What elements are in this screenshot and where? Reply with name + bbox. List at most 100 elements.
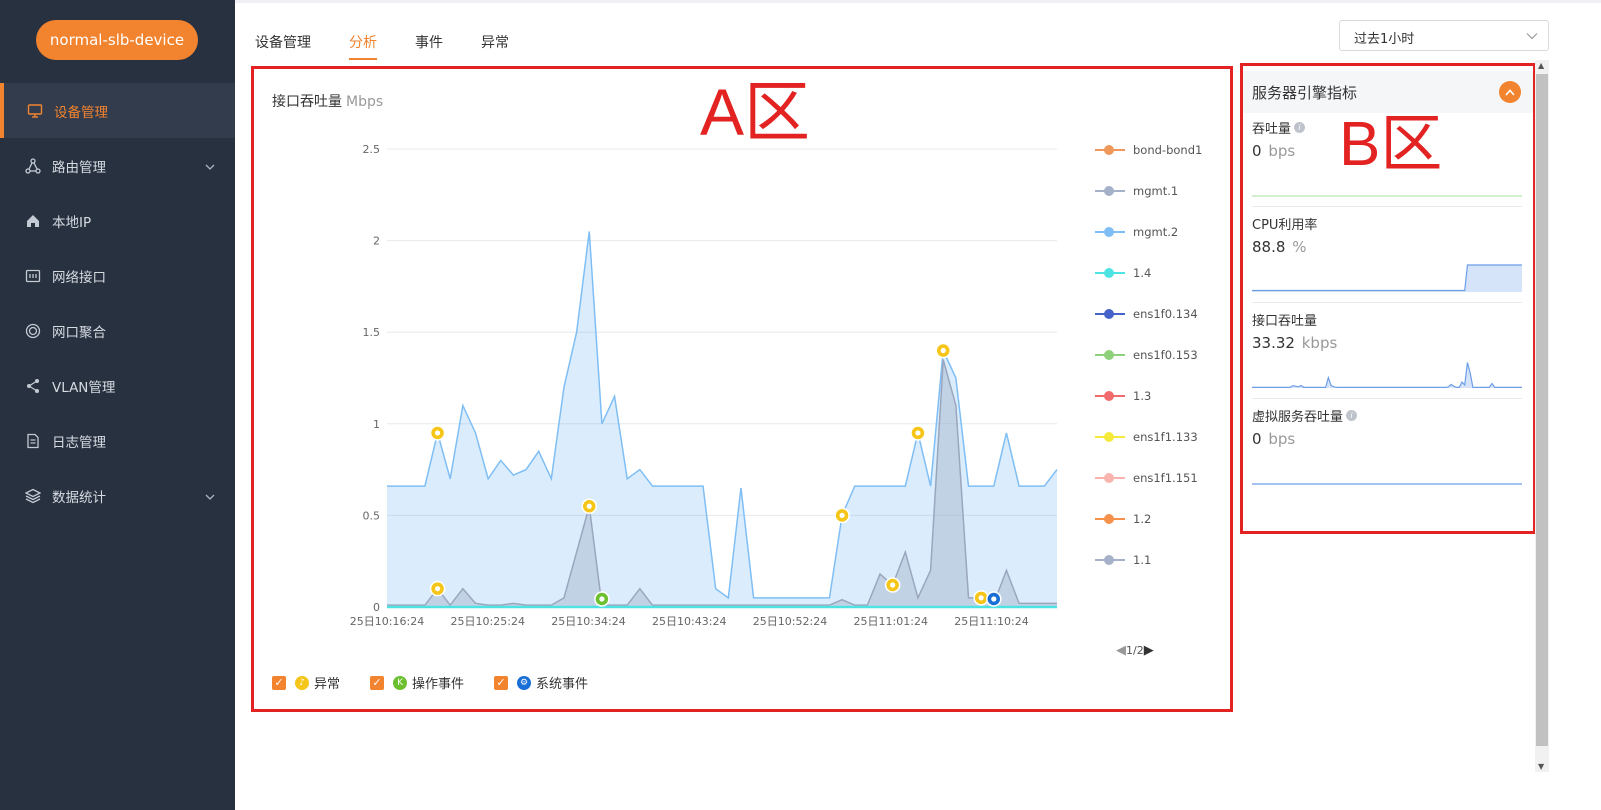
legend-marker-icon [1095,185,1125,196]
sidebar-item-label: 设备管理 [54,104,108,121]
info-icon[interactable]: i [1346,410,1358,421]
legend-marker-icon [1095,267,1125,278]
event-marker-core [915,430,921,436]
anomaly-event-marker [429,425,446,441]
sidebar: normal-slb-device 设备管理 路由管理 本地IP 网络接口 [0,0,235,810]
vertical-scrollbar[interactable]: ▲ ▼ [1535,60,1549,772]
scroll-down-icon[interactable]: ▼ [1538,762,1545,771]
metric-unit: kbps [1301,334,1338,352]
legend-marker-icon [1095,514,1125,525]
anomaly-event-marker [935,342,951,359]
sidebar-item-label: 本地IP [52,214,92,231]
tab-anomalies[interactable]: 异常 [481,35,509,51]
event-legend-anomaly[interactable]: ✓ ♪ 异常 [272,673,340,692]
sidebar-item-network-interface[interactable]: 网络接口 [0,248,235,303]
aggregate-icon [24,322,42,340]
x-tick-label: 25日10:43:24 [652,615,726,628]
scrollbar-thumb[interactable] [1536,74,1548,746]
throughput-chart[interactable]: 0 0.5 1 1.5 2 2.5 25日10:16:24 25日10:25:24 25日10:… [254,69,1230,709]
pager-prev-icon[interactable]: ◀ [1116,643,1126,658]
chevron-up-icon[interactable] [1499,81,1521,103]
tab-bar: 设备管理 分析 事件 异常 [255,26,547,60]
legend-pager: ◀ 1/2 ▶ [1116,643,1154,658]
tab-device-management[interactable]: 设备管理 [255,35,311,51]
chart-title: 接口吞吐量 Mbps [272,91,383,111]
legend-marker-icon [1095,226,1125,237]
sidebar-item-port-aggregation[interactable]: 网口聚合 [0,303,235,358]
metric-value: 0 [1252,142,1262,160]
legend-item[interactable]: mgmt.1 [1095,170,1202,211]
zone-b: 服务器引擎指标 B区 吞吐量 i 0 bps CPU利用率 88.8 % 接口吞吐… [1240,63,1536,534]
interface-icon [24,267,42,285]
y-tick-label: 1 [373,418,380,431]
sidebar-item-label: 路由管理 [52,159,106,176]
legend-item[interactable]: ens1f0.153 [1095,334,1202,375]
legend-label: 1.3 [1133,389,1152,404]
sparkline [1252,195,1522,197]
scroll-up-icon[interactable]: ▲ [1538,61,1545,70]
chevron-down-icon[interactable] [205,158,215,174]
zone-b-label: B区 [1339,110,1443,179]
legend-item[interactable]: 1.2 [1095,499,1202,540]
bell-icon: ♪ [295,675,309,690]
metric-value: 88.8 [1252,238,1286,256]
legend-marker-icon [1095,144,1125,155]
event-legend-label: 异常 [314,677,341,692]
tab-analysis[interactable]: 分析 [349,26,377,60]
event-marker-core [599,596,605,602]
legend-item[interactable]: 1.4 [1095,252,1202,293]
event-legend-system[interactable]: ✓ ⚙ 系统事件 [494,673,588,692]
info-icon[interactable]: i [1294,122,1306,133]
sidebar-item-route-management[interactable]: 路由管理 [0,138,235,193]
pager-next-icon[interactable]: ▶ [1143,643,1154,658]
sidebar-item-label: 日志管理 [52,434,106,451]
checkbox-checked-icon[interactable]: ✓ [272,675,286,690]
metric-cpu: CPU利用率 88.8 % [1252,214,1522,292]
chevron-down-icon[interactable] [205,488,215,504]
event-marker-core [978,595,984,601]
anomaly-event-marker [973,590,989,606]
top-divider [235,0,1601,3]
time-range-select[interactable]: 过去1小时 [1339,20,1549,51]
sidebar-item-label: 网口聚合 [52,324,106,341]
gear-icon: ⚙ [517,675,532,690]
x-tick-label: 25日10:34:24 [551,615,625,628]
sidebar-item-log-management[interactable]: 日志管理 [0,413,235,468]
legend-label: mgmt.2 [1133,224,1179,239]
sidebar-item-local-ip[interactable]: 本地IP [0,193,235,248]
event-legend-operation[interactable]: ✓ K 操作事件 [370,673,464,692]
legend-marker-icon [1095,391,1125,402]
legend-item[interactable]: bond-bond1 [1095,129,1202,170]
checkbox-checked-icon[interactable]: ✓ [370,675,385,690]
legend-item[interactable]: ens1f1.151 [1095,458,1202,499]
sidebar-item-device-management[interactable]: 设备管理 [0,83,235,138]
device-name-button[interactable]: normal-slb-device [36,20,198,60]
legend-marker-icon [1095,473,1125,484]
anomaly-event-marker [429,580,446,597]
metric-value: 33.32 [1252,334,1295,352]
metric-unit: % [1292,238,1307,256]
series-area [387,231,1057,607]
event-marker-core [586,503,592,509]
sidebar-item-vlan-management[interactable]: VLAN管理 [0,358,235,413]
tab-events[interactable]: 事件 [415,35,443,51]
sparkline-area [1252,265,1522,292]
sidebar-item-data-statistics[interactable]: 数据统计 [0,468,235,523]
legend-item[interactable]: ens1f0.134 [1095,293,1202,334]
legend-marker-icon [1095,555,1125,566]
metric-unit: bps [1268,142,1296,160]
legend-item[interactable]: ens1f1.133 [1095,417,1202,458]
metric-label: 吞吐量 [1252,122,1292,137]
sidebar-item-label: 数据统计 [52,489,106,506]
anomaly-event-marker [910,425,926,441]
divider [1252,302,1522,303]
legend-item[interactable]: 1.3 [1095,376,1202,417]
event-marker-core [434,430,441,436]
y-tick-label: 0 [373,601,380,614]
pager-text: 1/2 [1126,644,1144,657]
checkbox-checked-icon[interactable]: ✓ [494,675,509,690]
metric-value: 0 [1252,430,1262,448]
legend-item[interactable]: 1.1 [1095,540,1202,581]
legend-marker-icon [1095,432,1125,443]
legend-item[interactable]: mgmt.2 [1095,211,1202,252]
